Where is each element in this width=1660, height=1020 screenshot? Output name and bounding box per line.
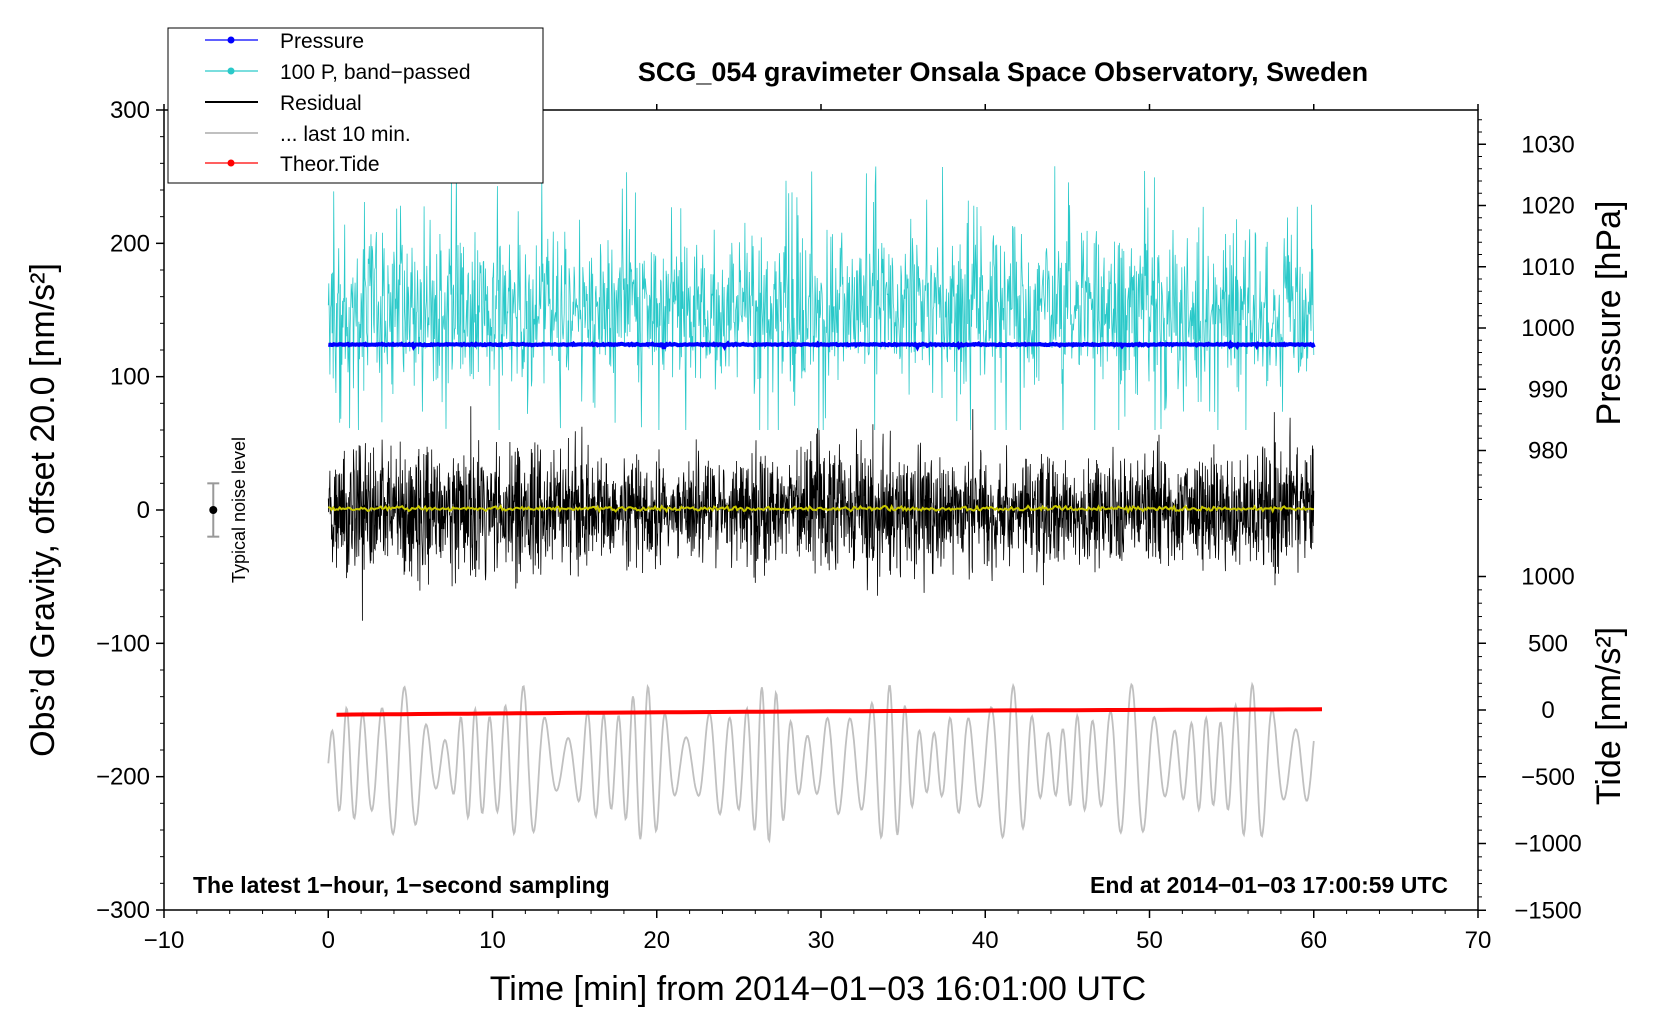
x-tick-label: 60 [1300,927,1327,954]
pressure-tick-label: 980 [1528,438,1568,465]
tide-tick-label: 1000 [1521,564,1574,591]
series-layer [327,166,1323,844]
noise-level-indicator: Typical noise level [207,437,249,583]
svg-text:Theor.Tide: Theor.Tide [280,153,380,176]
series-band-passed-pressure [327,166,1315,431]
annotation-sampling: The latest 1−hour, 1−second sampling [193,872,610,898]
x-axis-label: Time [min] from 2014−01−03 16:01:00 UTC [490,970,1146,1008]
series-residual [327,406,1315,621]
x-tick-label: 50 [1136,927,1163,954]
x-tick-label: 10 [479,927,506,954]
svg-text:... last 10 min.: ... last 10 min. [280,123,411,146]
noise-level-label: Typical noise level [229,437,249,583]
axis-ticks: −10 0 10 20 30 40 50 60 70−300−200−1000100200300… [96,97,1582,954]
series-pressure [328,339,1316,352]
chart-title: SCG_054 gravimeter Onsala Space Observat… [638,57,1368,87]
x-tick-label: 70 [1465,927,1492,954]
y-tick-label: 300 [110,97,150,124]
pressure-tick-label: 990 [1528,376,1568,403]
legend-item-theor-tide: Theor.Tide [205,153,380,176]
y-axis-label-pressure: Pressure [hPa] [1590,201,1628,426]
svg-text:Residual: Residual [280,92,362,115]
y-tick-label: 200 [110,230,150,257]
tide-tick-label: −1500 [1514,897,1581,924]
x-tick-label: 40 [972,927,999,954]
legend-item-last-10-min: ... last 10 min. [205,123,411,146]
series-last-10-min [327,681,1315,844]
tide-tick-label: −1000 [1514,831,1581,858]
pressure-tick-label: 1010 [1521,254,1574,281]
pressure-tick-label: 1020 [1521,193,1574,220]
y-tick-label: −200 [96,764,150,791]
y-axis-label-tide: Tide [nm/s²] [1590,627,1628,805]
y-tick-label: −100 [96,630,150,657]
legend-item-pressure: Pressure [205,30,364,53]
y-tick-label: 0 [137,497,150,524]
pressure-tick-label: 1030 [1521,131,1574,158]
legend-item-residual: Residual [205,92,362,115]
pressure-tick-label: 1000 [1521,315,1574,342]
legend: Pressure 100 P, band−passed Residual ...… [167,27,544,184]
legend-box [167,27,544,184]
tide-tick-label: −500 [1521,764,1575,791]
noise-level-dot [209,506,218,514]
tide-tick-label: 0 [1541,697,1554,724]
svg-text:Pressure: Pressure [280,30,364,53]
y-tick-label: 100 [110,364,150,391]
legend-item-band-passed: 100 P, band−passed [205,61,471,84]
series-theor-tide [336,707,1323,717]
y-axis-label-left: Obs’d Gravity, offset 20.0 [nm/s²] [24,263,62,757]
x-tick-label: 30 [808,927,835,954]
x-tick-label: 20 [643,927,670,954]
x-tick-label: −10 [144,927,185,954]
tide-tick-label: 500 [1528,630,1568,657]
series-residual-smoothed [327,503,1314,515]
x-tick-label: 0 [322,927,335,954]
y-tick-label: −300 [96,897,150,924]
annotation-end-time: End at 2014−01−03 17:00:59 UTC [1090,872,1448,898]
svg-text:100 P, band−passed: 100 P, band−passed [280,61,471,84]
